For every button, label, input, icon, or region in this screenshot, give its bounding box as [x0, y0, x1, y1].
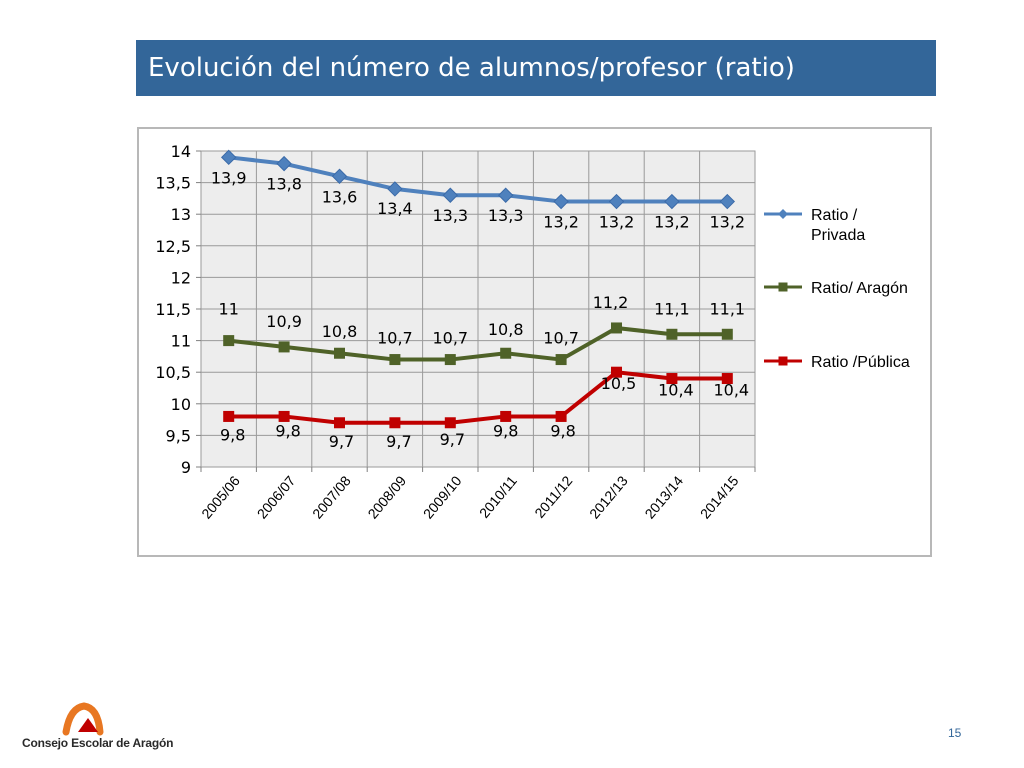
data-point	[331, 168, 348, 184]
y-tick-label: 9,5	[166, 426, 191, 445]
data-label: 10,7	[432, 329, 468, 348]
data-point	[444, 417, 456, 429]
y-tick-label: 9	[181, 458, 191, 477]
data-label: 10,4	[658, 381, 694, 400]
data-label: 10,5	[601, 374, 637, 393]
data-point	[555, 410, 567, 422]
data-label: 10,7	[377, 329, 413, 348]
data-label: 11,1	[709, 299, 745, 318]
y-tick-label: 11,5	[155, 300, 191, 319]
data-label: 9,8	[220, 425, 245, 444]
x-tick-label: 2009/10	[420, 472, 465, 521]
x-tick-label: 2012/13	[586, 472, 631, 521]
data-label: 9,7	[329, 432, 354, 451]
data-point	[553, 193, 569, 210]
data-label: 13,2	[654, 213, 690, 232]
legend-label: Ratio /Pública	[811, 354, 910, 371]
y-tick-label: 12	[171, 268, 191, 287]
chart-container: 9 9,5 10 10,5 11 11,5 12 12,5 13 13,5 14 2005/06 200…	[137, 127, 932, 557]
data-label: 13,2	[709, 213, 745, 232]
x-tick-label: 2014/15	[697, 472, 742, 521]
legend-swatch-marker	[778, 356, 788, 366]
data-point	[278, 341, 290, 353]
legend-swatch-marker	[778, 282, 788, 292]
data-label: 9,8	[493, 421, 518, 440]
data-label: 11,2	[593, 293, 629, 312]
data-point	[389, 354, 401, 366]
data-point	[389, 417, 401, 429]
series-line	[228, 325, 728, 362]
data-label: 13,2	[599, 213, 635, 232]
series-line	[228, 370, 728, 425]
y-tick-label: 10	[171, 395, 191, 414]
data-point	[500, 410, 512, 422]
data-point	[276, 155, 292, 172]
legend-label: Ratio /	[811, 207, 858, 224]
data-label: 13,3	[432, 206, 468, 225]
y-tick-label: 11	[171, 332, 191, 351]
data-label: 9,8	[550, 421, 575, 440]
data-point	[223, 335, 235, 347]
data-point	[608, 193, 625, 210]
data-point	[721, 373, 733, 385]
x-tick-label: 2005/06	[198, 472, 243, 521]
data-point	[220, 149, 237, 166]
data-label: 13,6	[322, 187, 358, 206]
data-point	[666, 328, 678, 340]
y-tick-label: 13,5	[155, 174, 191, 193]
x-tick-label: 2008/09	[364, 472, 409, 521]
data-label: 13,3	[488, 206, 524, 225]
data-point	[497, 187, 514, 203]
x-tick-label: 2011/12	[531, 472, 575, 520]
legend-label: Privada	[811, 227, 865, 244]
data-label: 13,2	[543, 213, 579, 232]
data-point	[721, 328, 733, 340]
data-point	[666, 373, 678, 385]
data-point	[664, 193, 680, 210]
data-label: 10,8	[488, 320, 524, 339]
page-title: Evolución del número de alumnos/profesor…	[136, 40, 936, 96]
data-label: 13,8	[266, 175, 302, 194]
data-label: 9,8	[275, 421, 300, 440]
data-label: 10,8	[322, 322, 358, 341]
consejo-escolar-logo	[62, 702, 104, 736]
x-tick-label: 2006/07	[254, 472, 299, 521]
data-label: 11,1	[654, 299, 690, 318]
series-line	[228, 155, 728, 204]
data-point	[334, 417, 345, 429]
data-label: 10,4	[713, 381, 749, 400]
data-label: 11	[219, 300, 239, 319]
data-point	[611, 366, 622, 378]
data-point	[223, 410, 235, 422]
page-title-text: Evolución del número de alumnos/profesor…	[148, 53, 795, 83]
data-point	[444, 354, 456, 366]
x-tick-label: 2013/14	[641, 472, 686, 521]
data-point	[334, 347, 345, 359]
data-point	[500, 347, 512, 359]
legend-label: Ratio/ Aragón	[811, 280, 908, 297]
data-label: 10,9	[266, 312, 302, 331]
data-point	[611, 322, 622, 334]
data-label: 9,7	[440, 430, 465, 449]
data-point	[278, 410, 290, 422]
y-tick-label: 12,5	[155, 237, 191, 256]
legend-swatch-marker	[778, 209, 788, 219]
page-number: 15	[948, 726, 962, 740]
data-label: 10,7	[543, 329, 579, 348]
data-point	[442, 187, 459, 203]
x-tick-label: 2010/11	[476, 472, 520, 520]
x-tick-label: 2007/08	[309, 472, 354, 521]
organization-name: Consejo Escolar de Aragón	[22, 736, 174, 750]
data-label: 9,7	[386, 432, 411, 451]
y-tick-label: 13	[171, 205, 191, 224]
data-point	[555, 354, 567, 366]
data-label: 13,4	[377, 199, 413, 218]
data-label: 13,9	[211, 168, 247, 187]
y-tick-label: 14	[171, 142, 191, 161]
y-tick-label: 10,5	[155, 363, 191, 382]
data-point	[719, 193, 736, 210]
data-point	[387, 181, 403, 197]
